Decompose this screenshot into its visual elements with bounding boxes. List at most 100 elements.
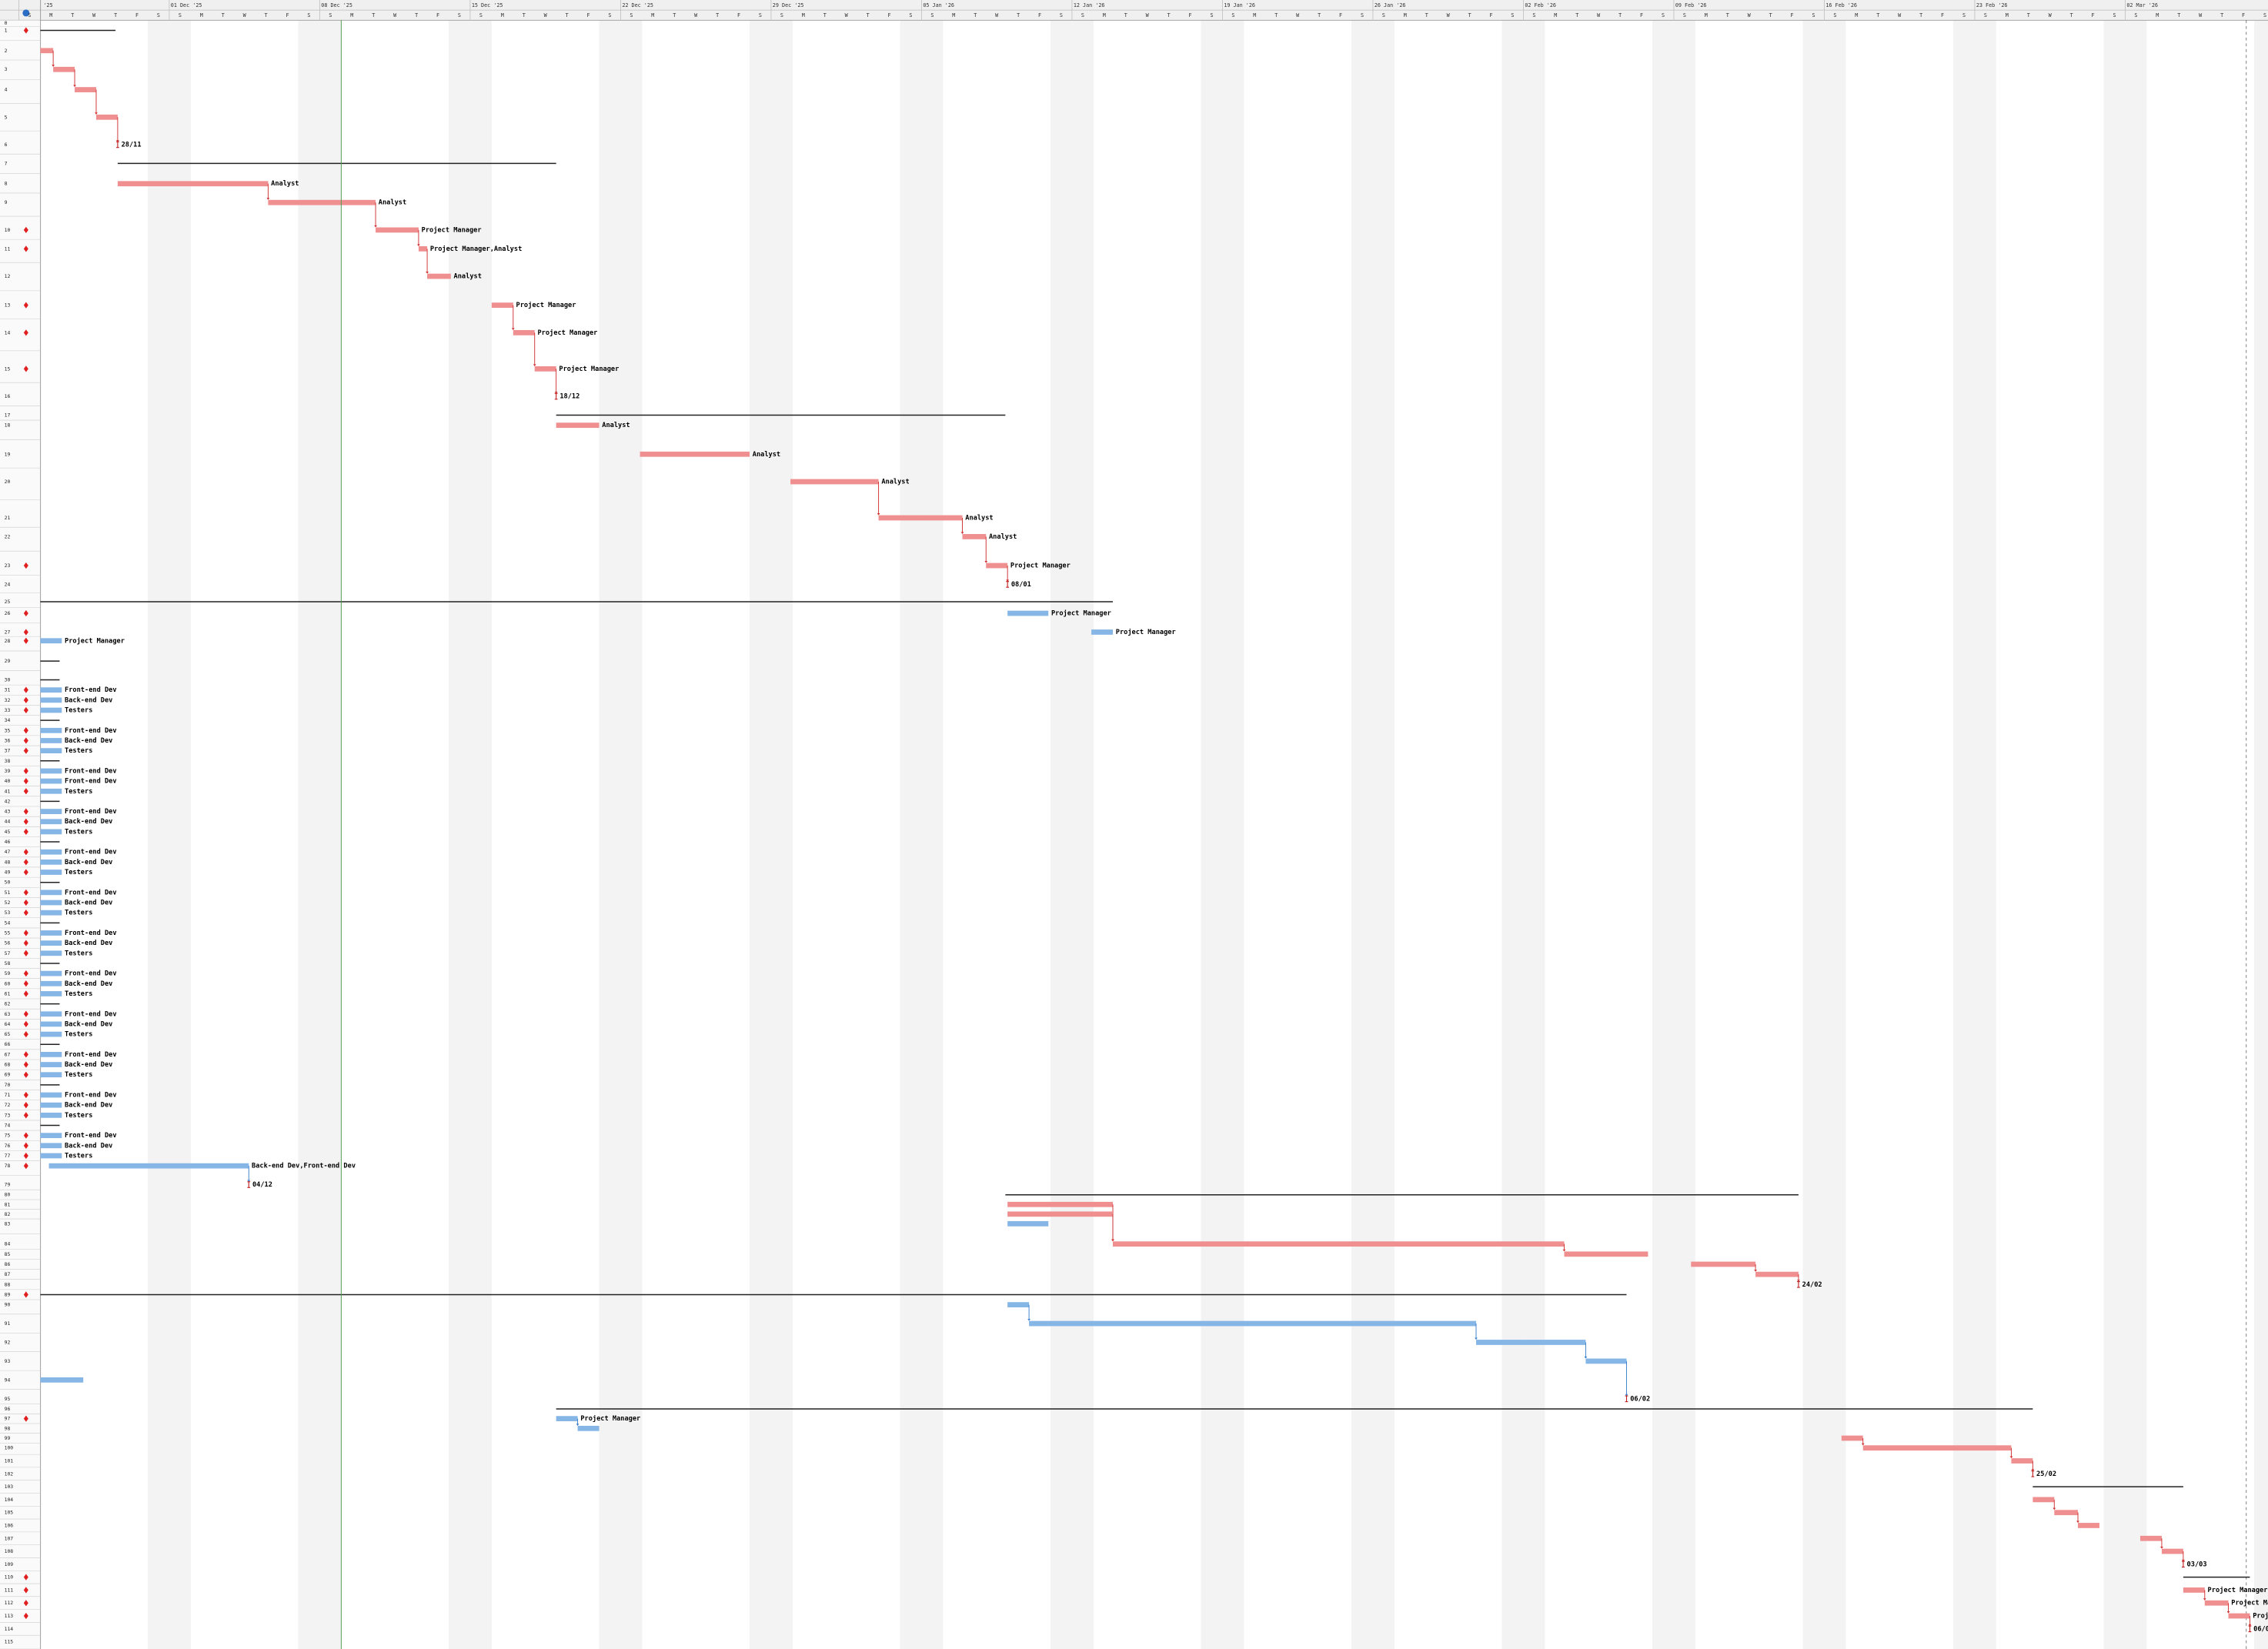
task-bar: [2228, 1613, 2250, 1619]
row-id: 57: [5, 950, 11, 956]
day-letter: T: [2220, 12, 2223, 18]
day-letter: T: [1618, 12, 1622, 18]
week-label: 02 Mar '26: [2126, 2, 2158, 8]
row-id: 73: [5, 1112, 11, 1118]
indicator-icon: [23, 1030, 28, 1038]
day-letter: S: [1081, 12, 1084, 18]
row-id: 29: [5, 658, 11, 664]
row-id: 39: [5, 768, 11, 774]
row-id: 107: [5, 1535, 14, 1541]
weekend-column: [1652, 20, 1674, 1649]
day-letter: T: [974, 12, 977, 18]
row-id: 40: [5, 778, 11, 784]
indicator-icon: [23, 1163, 28, 1170]
day-letter: S: [1511, 12, 1514, 18]
resource-label: Analyst: [965, 514, 993, 522]
row-id: 91: [5, 1320, 11, 1327]
task-bar: [40, 748, 62, 754]
row-id: 92: [5, 1339, 11, 1345]
resource-label: Back-end Dev: [65, 980, 112, 988]
link-arrow: [2009, 1456, 2013, 1459]
row-id: 99: [5, 1435, 11, 1441]
resource-label: Project Manager: [422, 226, 482, 234]
task-bar: [40, 778, 62, 784]
row-id: 105: [5, 1510, 14, 1516]
task-bar: [2078, 1523, 2099, 1528]
week-label: 23 Feb '26: [1976, 2, 2008, 8]
row-id: 17: [5, 412, 11, 419]
day-letter: T: [673, 12, 676, 18]
row-id: 58: [5, 960, 11, 966]
info-icon[interactable]: [22, 9, 30, 17]
task-bar: [40, 638, 62, 644]
task-bar: [2033, 1497, 2055, 1503]
day-letter: T: [2177, 12, 2180, 18]
weekend-column: [148, 20, 169, 1649]
task-bar: [40, 1052, 62, 1057]
resource-label: Project Manager: [2208, 1587, 2268, 1594]
task-bar: [53, 66, 75, 72]
day-letter: W: [1146, 12, 1150, 18]
day-letter: T: [114, 12, 117, 18]
task-bar: [491, 302, 513, 309]
row-id: 30: [5, 677, 11, 683]
link-arrow: [374, 225, 377, 228]
row-id: 0: [5, 20, 8, 26]
row-id: 100: [5, 1445, 14, 1451]
link-arrow: [2226, 1611, 2230, 1614]
milestone-label: 25/02: [2036, 1470, 2056, 1478]
task-bar: [513, 329, 535, 335]
task-bar: [418, 245, 428, 252]
link-arrow: [417, 244, 420, 246]
week-label: 12 Jan '26: [1074, 2, 1105, 8]
indicator-icon: [23, 970, 28, 977]
id-column: [0, 20, 41, 1649]
day-letter: S: [28, 12, 31, 18]
week-label: 02 Feb '26: [1525, 2, 1556, 8]
weekend-column: [1953, 20, 1975, 1649]
task-bar: [1841, 1435, 1863, 1441]
task-bar: [40, 1377, 84, 1383]
row-id: 8: [5, 181, 8, 187]
day-letter: T: [1274, 12, 1278, 18]
weekend-column: [1351, 20, 1373, 1649]
task-bar: [40, 930, 62, 936]
indicator-icon: [23, 910, 28, 916]
day-letter: T: [71, 12, 74, 18]
task-bar: [40, 1133, 62, 1139]
resource-label: Project Manager: [537, 329, 597, 337]
row-id: 70: [5, 1082, 11, 1088]
task-bar: [40, 980, 62, 986]
milestone: [2248, 1625, 2252, 1633]
row-id: 108: [5, 1548, 14, 1554]
row-id: 36: [5, 737, 11, 743]
resource-label: Testers: [65, 990, 92, 998]
indicator-icon: [23, 1587, 28, 1594]
day-letter: T: [265, 12, 268, 18]
row-id: 25: [5, 599, 11, 605]
row-id: 111: [5, 1587, 14, 1593]
task-bar: [40, 1092, 62, 1098]
link-arrow: [2203, 1598, 2206, 1601]
day-letter: T: [1468, 12, 1471, 18]
resource-label: Testers: [65, 1152, 92, 1160]
row-id: 56: [5, 940, 11, 946]
row-id: 54: [5, 920, 11, 926]
day-letter: S: [1833, 12, 1836, 18]
task-bar: [1007, 1211, 1114, 1217]
task-bar: [40, 48, 54, 54]
resource-label: Testers: [65, 910, 92, 917]
task-bar: [2140, 1535, 2162, 1541]
task-bar: [556, 1416, 578, 1422]
resource-label: Back-end Dev: [65, 818, 112, 826]
day-letter: M: [2156, 12, 2159, 18]
day-letter: S: [1361, 12, 1364, 18]
row-id: 110: [5, 1574, 14, 1581]
row-id: 66: [5, 1041, 11, 1047]
task-bar: [40, 738, 62, 743]
link-arrow: [1006, 579, 1010, 582]
task-bar: [40, 697, 62, 703]
resource-label: Testers: [65, 706, 92, 714]
row-id: 83: [5, 1220, 11, 1227]
